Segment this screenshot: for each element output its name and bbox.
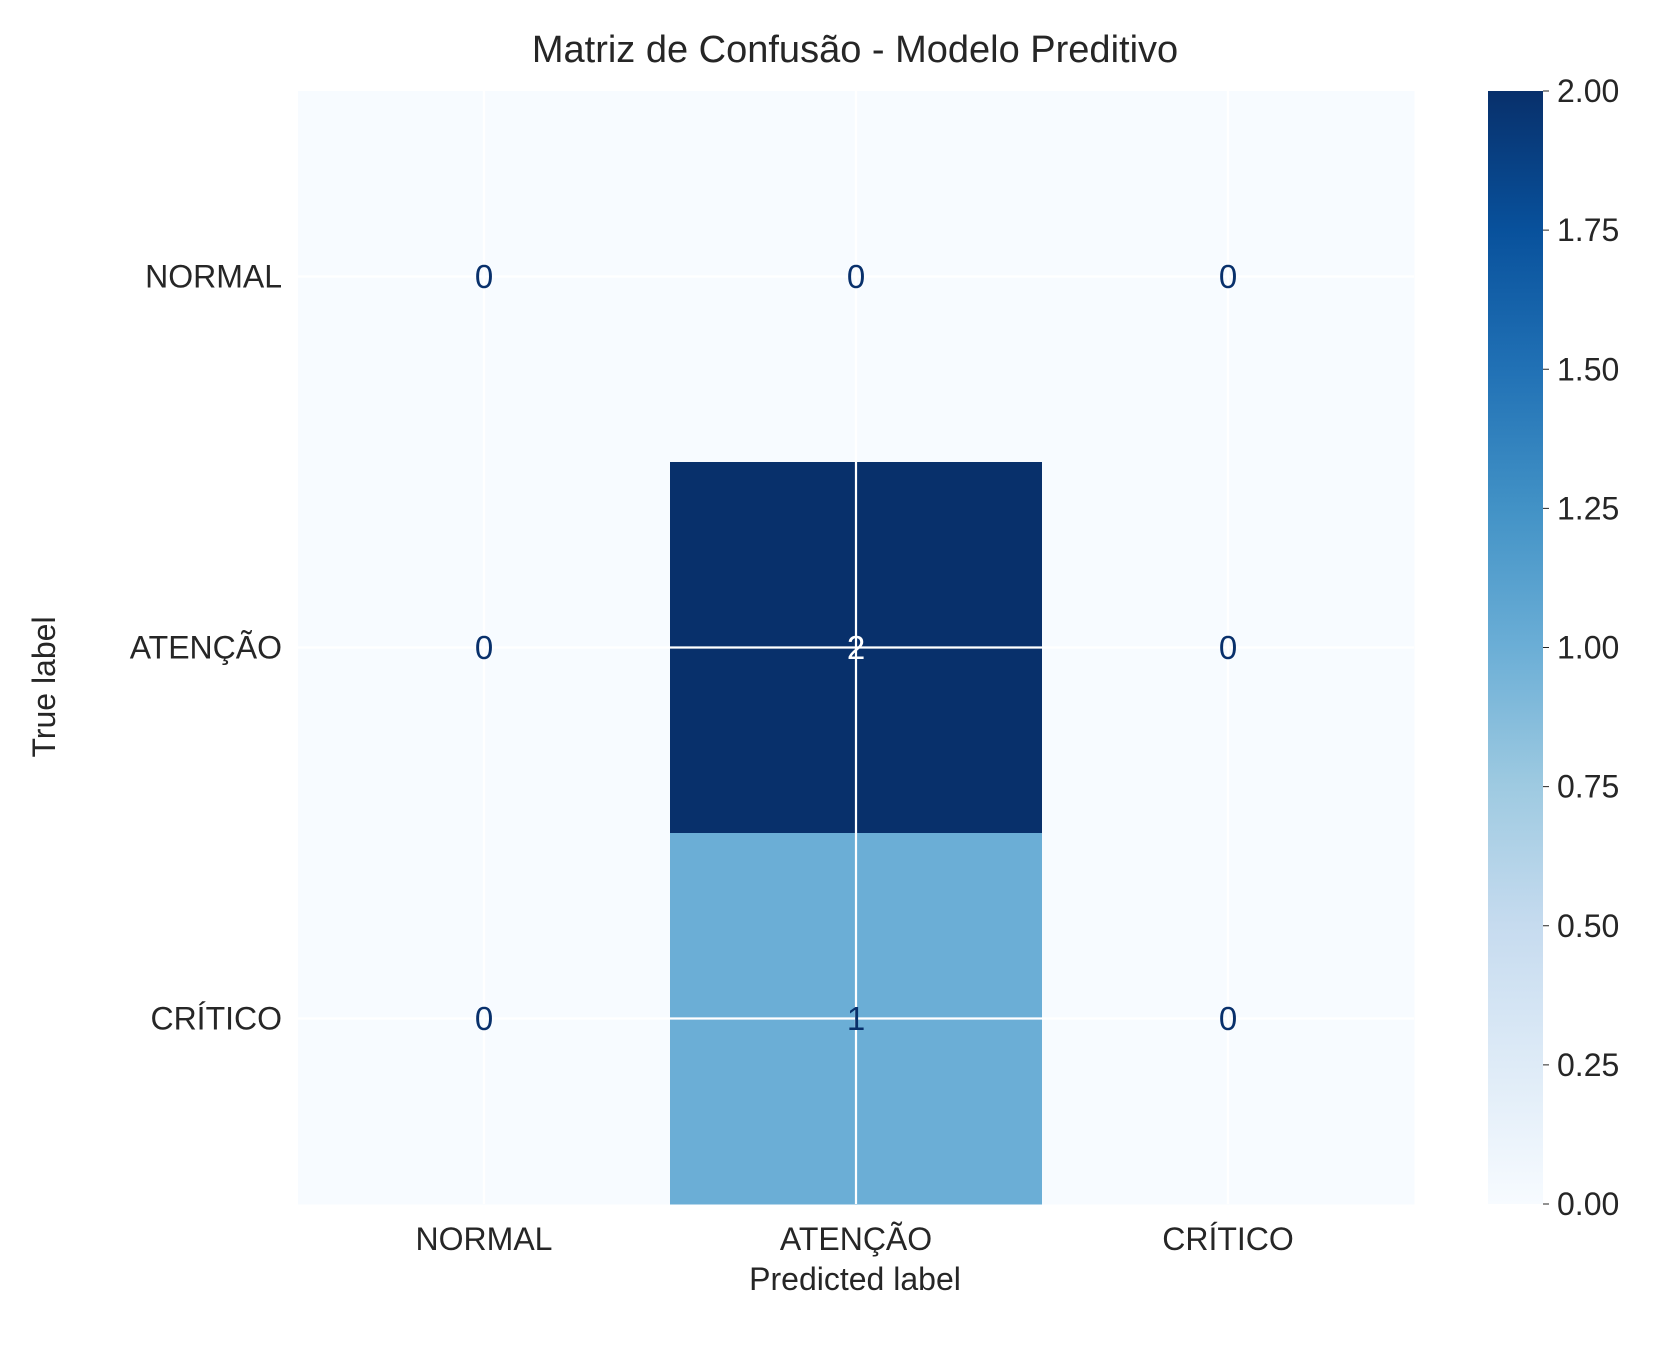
x-axis-label: Predicted label (749, 1261, 961, 1297)
colorbar-tick-label: 0.75 (1557, 769, 1619, 805)
colorbar-tick-label: 2.00 (1557, 73, 1619, 109)
x-tick-label: NORMAL (416, 1221, 553, 1257)
chart-title: Matriz de Confusão - Modelo Preditivo (532, 29, 1178, 71)
cell-values: 0 0 0 0 2 0 0 1 0 (475, 258, 1237, 1037)
colorbar (1488, 91, 1543, 1204)
colorbar-tick-label: 1.75 (1557, 212, 1619, 248)
colorbar-tick-label: 0.25 (1557, 1047, 1619, 1083)
cell-value-label: 0 (475, 629, 493, 666)
x-tick-label: ATENÇÃO (780, 1221, 932, 1257)
x-tick-labels: NORMAL ATENÇÃO CRÍTICO (416, 1221, 1294, 1257)
cell-value-label: 1 (847, 1000, 865, 1037)
colorbar-tick-label: 1.25 (1557, 490, 1619, 526)
cell-value-label: 0 (475, 258, 493, 295)
colorbar-tick-label: 0.50 (1557, 908, 1619, 944)
y-axis-label: True label (26, 616, 62, 757)
colorbar-tick-label: 1.50 (1557, 351, 1619, 387)
colorbar-tick-label: 0.00 (1557, 1186, 1619, 1222)
cell-value-label: 0 (475, 1000, 493, 1037)
cell-value-label: 0 (847, 258, 865, 295)
cell-value-label: 2 (847, 629, 865, 666)
colorbar-tick-label: 1.00 (1557, 630, 1619, 666)
y-tick-label: CRÍTICO (150, 1001, 282, 1037)
grid-lines (298, 91, 1414, 1204)
y-tick-labels: NORMAL ATENÇÃO CRÍTICO (130, 259, 282, 1037)
x-tick-label: CRÍTICO (1162, 1221, 1294, 1257)
y-tick-label: ATENÇÃO (130, 630, 282, 666)
cell-value-label: 0 (1219, 629, 1237, 666)
cell-value-label: 0 (1219, 1000, 1237, 1037)
colorbar-tick-labels: 0.00 0.25 0.50 0.75 1.00 1.25 1.50 1.75 2.00 (1543, 73, 1619, 1222)
y-tick-label: NORMAL (145, 259, 282, 295)
cell-value-label: 0 (1219, 258, 1237, 295)
